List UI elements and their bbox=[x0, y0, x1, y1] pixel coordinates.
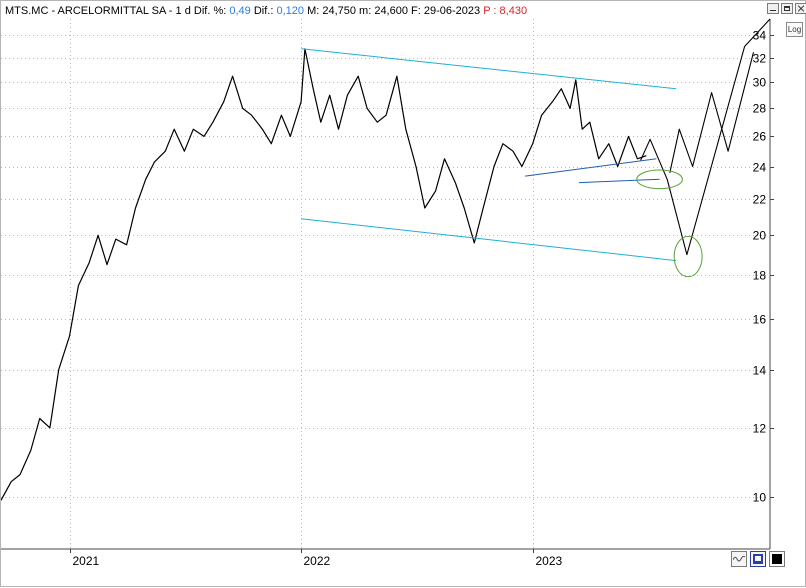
x-tick-label: 2023 bbox=[536, 554, 563, 568]
support-trendline bbox=[525, 158, 657, 177]
y-tick-label: 20 bbox=[753, 229, 767, 243]
channel-upper-trendline bbox=[301, 48, 677, 90]
support-trendline bbox=[578, 178, 660, 184]
save-icon[interactable] bbox=[750, 551, 766, 567]
y-tick-label: 28 bbox=[753, 102, 767, 116]
y-tick-label: 24 bbox=[753, 161, 767, 175]
minimize-icon[interactable] bbox=[767, 3, 779, 14]
window-controls bbox=[765, 3, 806, 15]
log-scale-button[interactable]: Log bbox=[786, 22, 803, 37]
dif-pct-value: 0,49 bbox=[229, 5, 251, 17]
y-tick-label: 32 bbox=[753, 52, 767, 66]
bottom-toolbar bbox=[728, 551, 785, 567]
channel-lower-trendline bbox=[301, 218, 677, 262]
projection-path bbox=[669, 52, 755, 174]
max-label: M: 24,750 bbox=[307, 5, 356, 17]
interval-label: 1 d bbox=[175, 5, 191, 17]
color-swatch-icon[interactable] bbox=[769, 551, 785, 567]
min-label: m: 24,600 bbox=[359, 5, 408, 17]
close-icon[interactable] bbox=[795, 3, 806, 14]
y-tick-label: 12 bbox=[753, 422, 767, 436]
maximize-icon[interactable] bbox=[781, 3, 793, 14]
y-tick-label: 10 bbox=[753, 491, 767, 505]
y-tick-label: 14 bbox=[753, 364, 767, 378]
date-label: F: 29-06-2023 bbox=[411, 5, 481, 17]
x-tick-label: 2021 bbox=[73, 554, 100, 568]
projection-path bbox=[640, 18, 771, 256]
wave-tool-icon[interactable] bbox=[731, 551, 747, 567]
y-tick-label: 30 bbox=[753, 76, 767, 90]
dif-value: 0,120 bbox=[276, 5, 304, 17]
chart-header: MTS.MC - ARCELORMITTAL SA - 1 d Dif. %: … bbox=[5, 3, 527, 19]
price-label: P : bbox=[483, 5, 497, 17]
y-tick-label: 18 bbox=[753, 269, 767, 283]
price-series-line bbox=[1, 48, 647, 501]
target-zone-ellipse bbox=[636, 169, 683, 190]
dif-label: Dif.: bbox=[253, 5, 274, 17]
y-tick-label: 22 bbox=[753, 193, 767, 207]
dif-pct-label: Dif. %: bbox=[193, 5, 227, 17]
y-tick-label: 26 bbox=[753, 130, 767, 144]
target-zone-ellipse bbox=[673, 235, 703, 278]
ticker-label: MTS.MC - ARCELORMITTAL SA - bbox=[5, 5, 173, 17]
y-tick-label: 34 bbox=[753, 29, 767, 43]
price-value: 8,430 bbox=[499, 5, 528, 17]
x-tick-label: 2022 bbox=[304, 554, 331, 568]
y-tick-label: 16 bbox=[753, 313, 767, 327]
